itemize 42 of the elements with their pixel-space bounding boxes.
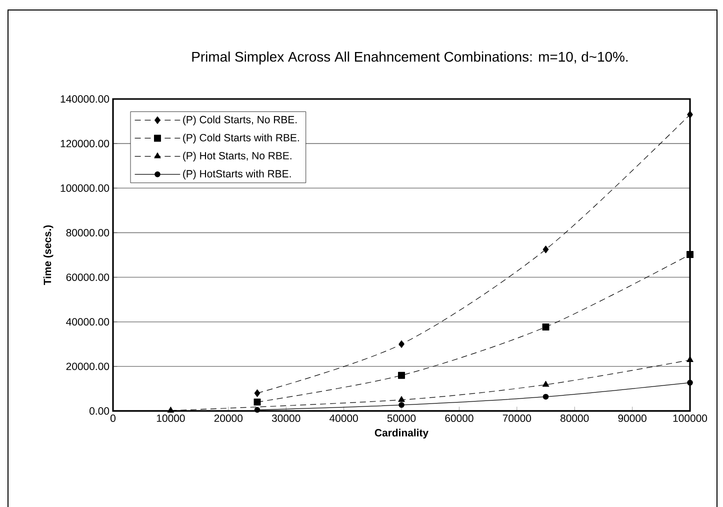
point	[542, 394, 549, 400]
x-tick-label: 70000	[502, 414, 532, 422]
point	[686, 356, 694, 362]
x-tick-label: 80000	[560, 414, 589, 422]
legend-label: (P) Cold Starts, No RBE.	[183, 116, 297, 126]
legend-label: (P) Cold Starts with RBE.	[183, 134, 299, 144]
x-tick-label: 0	[110, 414, 116, 422]
point	[542, 323, 550, 330]
legend-label: (P) Hot Starts, No RBE.	[183, 152, 292, 162]
x-tick-label: 10000	[156, 414, 185, 422]
point	[398, 396, 405, 402]
y-tick-label: 60000.00	[66, 274, 110, 281]
legend-label: (P) HotStarts with RBE.	[183, 170, 291, 180]
point	[254, 398, 261, 406]
y-axis-title: Time (secs.)	[43, 225, 54, 285]
point	[687, 110, 693, 118]
point	[398, 372, 405, 379]
x-tick-label: 90000	[618, 414, 646, 422]
point	[542, 246, 549, 254]
y-tick-label: 20000.00	[66, 362, 110, 370]
point	[686, 251, 694, 258]
point	[542, 380, 550, 387]
x-tick-label: 50000	[387, 414, 416, 422]
x-axis-title: Cardinality	[374, 428, 428, 439]
point	[398, 340, 404, 348]
point	[254, 389, 260, 397]
x-tick-label: 30000	[272, 414, 300, 422]
point	[687, 380, 693, 386]
y-tick-label: 100000.00	[60, 184, 110, 192]
x-tick-label: 20000	[214, 414, 243, 422]
point	[167, 406, 174, 413]
point	[398, 402, 404, 408]
y-tick-label: 0.00	[90, 407, 110, 415]
x-tick-label: 40000	[330, 414, 358, 422]
y-tick-label: 40000.00	[66, 318, 110, 326]
x-tick-label: 100000	[673, 414, 708, 422]
y-tick-label: 80000.00	[66, 229, 110, 236]
x-tick-label: 60000	[445, 414, 474, 422]
y-tick-label: 120000.00	[60, 140, 110, 148]
point	[254, 406, 260, 413]
chart-title: Primal Simplex Across All Enahncement Combinations: m=10, d~10%.	[192, 51, 628, 64]
y-tick-label: 140000.00	[60, 95, 110, 103]
